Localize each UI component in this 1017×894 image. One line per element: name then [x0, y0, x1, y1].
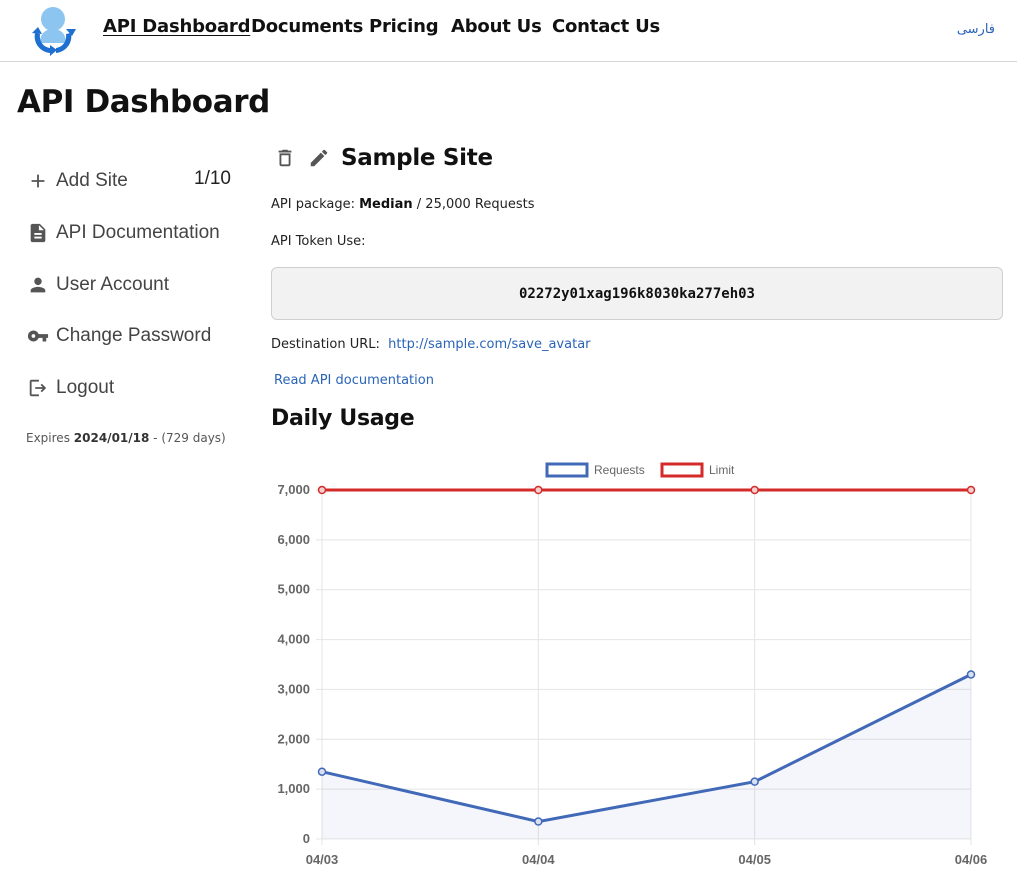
sidebar-item-add-site[interactable]: Add Site: [27, 166, 128, 196]
series-line-requests: [321, 673, 972, 824]
y-tick-label: 7,000: [277, 482, 310, 497]
edit-icon[interactable]: [307, 146, 331, 170]
sidebar-item-user-account[interactable]: User Account: [27, 270, 169, 300]
legend-swatch-limit: [660, 462, 704, 478]
legend-swatch-requests: [545, 462, 589, 478]
api-token-label: API Token Use:: [271, 234, 366, 249]
logo-icon[interactable]: [28, 3, 78, 57]
legend-label-requests: Requests: [594, 463, 645, 477]
destination-url-link[interactable]: http://sample.com/save_avatar: [388, 337, 591, 352]
expires-label: Expires: [26, 431, 70, 445]
nav-about-us[interactable]: About Us: [451, 16, 542, 37]
logout-icon: [27, 377, 49, 399]
series-area-requests: [322, 674, 971, 839]
api-package-name: Median: [359, 197, 413, 212]
site-header: Sample Site: [273, 142, 493, 174]
sidebar-item-change-password[interactable]: Change Password: [27, 321, 211, 351]
y-tick-label: 1,000: [277, 781, 310, 796]
x-tick-label: 04/04: [522, 852, 555, 867]
data-point-limit: [317, 485, 327, 495]
legend-label-limit: Limit: [709, 463, 735, 477]
x-tick-label: 04/03: [306, 852, 339, 867]
nav-documents[interactable]: Documents: [251, 16, 364, 37]
data-point-requests: [534, 817, 543, 826]
plus-icon: [27, 170, 49, 192]
api-package-requests: / 25,000 Requests: [416, 197, 535, 212]
api-package-label: API package:: [271, 197, 355, 212]
data-point-limit: [534, 485, 543, 495]
y-tick-label: 2,000: [277, 731, 310, 746]
y-tick-label: 4,000: [277, 632, 310, 647]
language-switch-link[interactable]: فارسی: [956, 22, 995, 37]
data-point-requests: [750, 777, 759, 786]
top-navigation: API Dashboard Documents Pricing About Us…: [0, 0, 1017, 62]
delete-icon[interactable]: [273, 146, 297, 170]
nav-api-dashboard[interactable]: API Dashboard: [103, 16, 251, 37]
document-icon: [27, 222, 49, 244]
sidebar-item-label: Change Password: [56, 325, 212, 346]
page-title: API Dashboard: [17, 84, 270, 120]
site-title: Sample Site: [341, 145, 493, 171]
nav-pricing[interactable]: Pricing: [369, 16, 439, 37]
data-point-limit: [966, 485, 976, 495]
sidebar-item-label: User Account: [56, 274, 169, 295]
sidebar-item-logout[interactable]: Logout: [27, 373, 114, 403]
destination-url-line: Destination URL: http://sample.com/save_…: [271, 337, 591, 352]
sidebar-item-label: Add Site: [56, 170, 128, 191]
chart-svg: 0 1,000 2,000 3,000 4,000 5,000 6,000 7,000 04/0…: [277, 462, 988, 867]
api-package-line: API package: Median / 25,000 Requests: [271, 197, 535, 212]
user-icon: [27, 274, 49, 296]
key-icon: [27, 325, 49, 347]
data-point-requests: [317, 767, 327, 776]
expires-date: 2024/01/18: [73, 431, 150, 445]
y-tick-label: 0: [303, 831, 310, 846]
read-api-documentation-link[interactable]: Read API documentation: [274, 373, 434, 388]
expires-days: - (729 days): [153, 431, 226, 445]
y-tick-label: 6,000: [277, 532, 310, 547]
data-point-requests: [966, 670, 976, 679]
sidebar-item-label: API Documentation: [56, 222, 220, 243]
site-count: 1/10: [194, 168, 231, 189]
sidebar-item-label: Logout: [56, 377, 115, 398]
data-point-limit: [750, 485, 759, 495]
y-tick-label: 5,000: [277, 582, 310, 597]
nav-contact-us[interactable]: Contact Us: [552, 16, 661, 37]
daily-usage-title: Daily Usage: [271, 406, 415, 431]
x-tick-label: 04/06: [955, 852, 988, 867]
y-tick-label: 3,000: [277, 681, 310, 696]
api-token-box[interactable]: 02272y01xag196k8030ka277eh03: [271, 267, 1003, 320]
expiration-info: Expires 2024/01/18 - (729 days): [26, 431, 226, 445]
sidebar-item-api-documentation[interactable]: API Documentation: [27, 218, 220, 248]
daily-usage-chart: 0 1,000 2,000 3,000 4,000 5,000 6,000 7,000 04/0…: [271, 448, 1011, 878]
x-tick-label: 04/05: [738, 852, 771, 867]
destination-url-label: Destination URL:: [271, 337, 380, 352]
